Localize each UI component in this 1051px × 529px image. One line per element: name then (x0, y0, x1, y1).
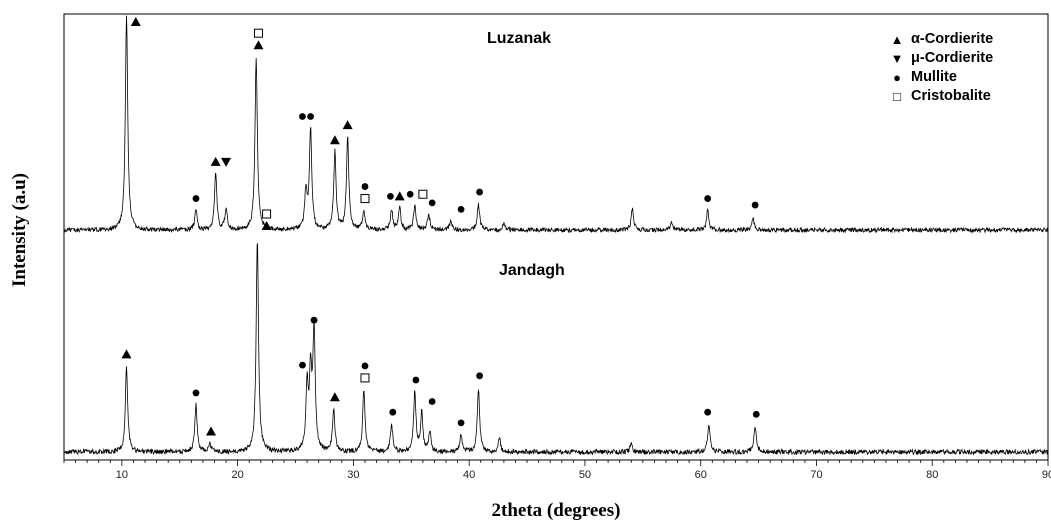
mullite-marker (412, 376, 420, 384)
x-tick-label: 20 (232, 469, 244, 481)
legend-label: Mullite (911, 69, 957, 85)
cristobalite-marker (253, 28, 263, 38)
cristobalite-marker (418, 189, 428, 199)
x-axis-ticks: 10 20 30 40 50 60 70 80 90 (63, 460, 1051, 481)
alpha-cordierite-marker (261, 221, 272, 230)
mullite-marker (476, 188, 483, 196)
legend-item-mu-cordierite: ▼ μ-Cordierite (889, 49, 994, 68)
mullite-marker (389, 408, 397, 416)
mullite-marker (361, 183, 369, 190)
mullite-marker (299, 113, 306, 120)
mullite-marker (361, 362, 369, 370)
x-tick-label: 60 (695, 469, 707, 481)
series-line-jandagh (63, 243, 1049, 456)
mullite-marker (704, 195, 712, 202)
x-tick-label: 70 (810, 469, 822, 481)
mullite-marker (428, 199, 436, 207)
alpha-cordierite-marker (206, 426, 217, 436)
x-tick-label: 30 (347, 469, 359, 481)
peak-marker-layer (121, 17, 760, 436)
mullite-marker (192, 195, 200, 202)
x-tick-label: 80 (926, 469, 938, 481)
mu-cordierite-marker (221, 157, 232, 167)
x-tick-label: 90 (1042, 469, 1051, 481)
legend-label: α-Cordierite (911, 31, 994, 47)
mullite-marker (457, 419, 465, 427)
dot-icon: ● (893, 70, 901, 85)
alpha-cordierite-marker (130, 17, 141, 26)
mullite-marker (192, 389, 200, 397)
mullite-marker (428, 398, 436, 405)
plot-frame (63, 13, 1049, 461)
alpha-cordierite-marker (253, 40, 264, 50)
series-label-luzanak: Luzanak (487, 30, 552, 47)
triangle-up-icon: ▲ (890, 32, 904, 47)
mullite-marker (476, 372, 483, 380)
alpha-cordierite-marker (210, 156, 221, 166)
mullite-marker (704, 408, 712, 416)
x-axis-label: 2theta (degrees) (491, 500, 621, 521)
series-layer (63, 15, 1049, 456)
legend-item-alpha-cordierite: ▲ α-Cordierite (889, 30, 994, 49)
cristobalite-marker (360, 373, 370, 383)
mullite-marker (387, 193, 394, 200)
x-tick-label: 40 (463, 469, 475, 481)
mullite-marker (299, 361, 306, 369)
legend-item-mullite: ● Mullite (889, 68, 993, 87)
alpha-cordierite-marker (329, 135, 340, 145)
alpha-cordierite-marker (342, 120, 353, 130)
mullite-marker (457, 205, 465, 213)
alpha-cordierite-marker (329, 392, 340, 402)
series-line-luzanak (63, 15, 1049, 234)
legend: ▲ α-Cordierite ▼ μ-Cordierite ● Mullite … (889, 30, 994, 106)
mullite-marker (752, 410, 760, 418)
y-axis-label-text: Intensity (a.u) (9, 172, 31, 288)
mullite-marker (310, 316, 318, 324)
x-tick-label: 50 (579, 469, 591, 481)
alpha-cordierite-marker (121, 349, 132, 359)
triangle-down-icon: ▼ (890, 51, 904, 66)
legend-label: Cristobalite (911, 88, 991, 104)
x-tick-label: 10 (116, 469, 128, 481)
square-icon: □ (893, 89, 901, 104)
y-axis-label: Intensity (a.u) (0, 0, 40, 460)
mullite-marker (307, 113, 314, 120)
legend-item-cristobalite: □ Cristobalite (889, 87, 993, 106)
legend-label: μ-Cordierite (911, 50, 994, 66)
series-label-jandagh: Jandagh (499, 262, 565, 279)
cristobalite-marker (360, 194, 370, 204)
alpha-cordierite-marker (394, 191, 405, 201)
mullite-marker (406, 190, 414, 198)
mullite-marker (751, 201, 759, 209)
cristobalite-marker (262, 209, 272, 219)
